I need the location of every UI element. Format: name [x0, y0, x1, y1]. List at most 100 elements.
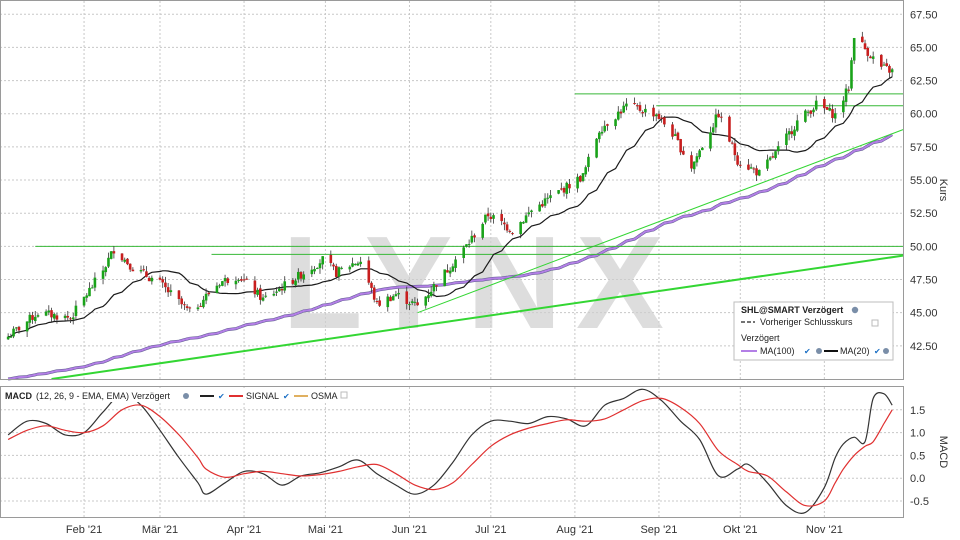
- candle-up: [104, 267, 108, 273]
- candle-up: [47, 310, 51, 313]
- x-tick-label: Aug '21: [556, 524, 593, 536]
- candle-up: [427, 295, 430, 299]
- candle-up: [256, 289, 259, 295]
- candle-up: [597, 132, 601, 140]
- candle-up: [14, 327, 18, 329]
- candle-up: [90, 287, 94, 289]
- candle-down: [638, 105, 642, 111]
- candle-down: [888, 65, 891, 73]
- macd-series-line: [7, 388, 893, 514]
- candle-up: [844, 88, 848, 102]
- candle-down: [880, 54, 883, 67]
- price-tick-label: 47.50: [910, 275, 938, 287]
- candle-up: [622, 105, 625, 113]
- x-tick-label: Okt '21: [723, 524, 758, 536]
- candle-down: [635, 105, 639, 107]
- candle-up: [890, 69, 894, 73]
- candle-down: [142, 269, 146, 271]
- candle-up: [616, 111, 620, 120]
- candle-up: [673, 134, 677, 136]
- candle-down: [823, 99, 826, 109]
- signal-check-icon[interactable]: ✔: [283, 392, 290, 401]
- macd-legend-osma: OSMA: [311, 391, 338, 401]
- candle-down: [861, 36, 864, 43]
- candle-up: [429, 291, 433, 297]
- candle-down: [370, 282, 373, 288]
- candle-down: [869, 56, 872, 59]
- candle-up: [337, 267, 341, 277]
- candle-down: [831, 109, 834, 119]
- candle-down: [242, 279, 246, 281]
- candle-up: [28, 314, 32, 323]
- candle-down: [126, 258, 129, 265]
- candle-up: [768, 157, 772, 160]
- price-tick-label: 55.00: [910, 175, 938, 187]
- price-tick-label: 52.50: [910, 208, 938, 220]
- candle-down: [847, 89, 851, 91]
- candle-up: [321, 256, 324, 265]
- candle-down: [199, 305, 202, 307]
- candle-up: [576, 176, 579, 189]
- settings-icon[interactable]: [851, 306, 859, 314]
- candle-up: [603, 125, 607, 132]
- candle-up: [348, 266, 352, 270]
- candle-up: [448, 270, 452, 274]
- macd-tick-label: 1.5: [910, 405, 925, 417]
- candle-up: [766, 159, 769, 169]
- candle-up: [549, 195, 552, 199]
- candle-up: [443, 269, 447, 287]
- candle-up: [223, 278, 227, 282]
- macd-tick-label: 0.5: [910, 450, 925, 462]
- candle-up: [709, 132, 712, 149]
- candle-down: [717, 113, 720, 118]
- candle-up: [261, 297, 265, 301]
- candle-up: [234, 280, 238, 285]
- candle-up: [109, 251, 113, 259]
- price-y-axis: 42.50 45.00 47.50 50.00 52.50 55.00 57.50 60.00…: [910, 9, 938, 353]
- candle-up: [530, 210, 533, 213]
- candle-up: [278, 288, 281, 292]
- candle-down: [17, 326, 21, 331]
- candle-down: [733, 143, 737, 156]
- candle-up: [33, 316, 37, 322]
- candle-down: [207, 292, 211, 295]
- candle-down: [188, 307, 192, 309]
- macd-legend-bg: [1, 388, 353, 402]
- macd-check-icon[interactable]: ✔: [218, 392, 225, 401]
- candle-down: [31, 315, 34, 320]
- candle-up: [408, 304, 411, 306]
- osma-checkbox[interactable]: [340, 391, 348, 399]
- candle-down: [505, 224, 509, 231]
- candle-down: [120, 253, 124, 261]
- candle-down: [158, 277, 162, 280]
- candle-down: [183, 304, 186, 306]
- candle-down: [736, 155, 739, 165]
- candle-up: [454, 259, 457, 268]
- candle-up: [871, 56, 875, 59]
- ma100-settings-icon[interactable]: [816, 348, 822, 354]
- candle-up: [356, 263, 360, 266]
- ma100-check-icon[interactable]: ✔: [804, 347, 811, 356]
- candle-up: [467, 244, 471, 246]
- x-tick-label: Apr '21: [227, 524, 262, 536]
- x-tick-label: Mär '21: [142, 524, 178, 536]
- ma20-settings-icon[interactable]: [883, 348, 889, 354]
- candle-down: [619, 111, 623, 114]
- price-tick-label: 42.50: [910, 341, 938, 353]
- price-panel-frame: [0, 0, 904, 380]
- candle-down: [720, 116, 723, 118]
- candle-up: [283, 281, 287, 291]
- candle-up: [519, 222, 522, 235]
- x-tick-label: Mai '21: [308, 524, 343, 536]
- candle-up: [774, 151, 777, 159]
- macd-legend: MACD (12, 26, 9 - EMA, EMA) Verzögert ✔ …: [1, 388, 353, 402]
- candle-down: [226, 278, 230, 284]
- candle-down: [885, 63, 889, 67]
- ma20-check-icon[interactable]: ✔: [874, 347, 881, 356]
- candle-up: [413, 301, 417, 303]
- macd-settings-icon[interactable]: [183, 393, 189, 399]
- candle-up: [432, 284, 436, 292]
- prev-close-checkbox[interactable]: [871, 319, 879, 327]
- candle-up: [204, 293, 208, 301]
- candle-up: [88, 287, 91, 297]
